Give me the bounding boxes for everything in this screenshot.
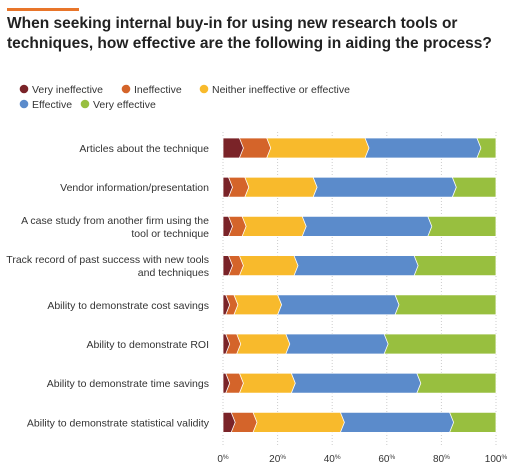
category-label-1: Vendor information/presentation bbox=[60, 182, 209, 194]
x-tick-unit: % bbox=[389, 454, 395, 461]
legend-swatch-2 bbox=[199, 84, 209, 94]
bar-segment-row6-series3 bbox=[290, 372, 422, 394]
category-label-2: A case study from another firm using the… bbox=[21, 215, 209, 240]
category-label-line: and techniques bbox=[138, 267, 209, 279]
category-label-line: Ability to demonstrate ROI bbox=[86, 339, 209, 351]
legend: Very ineffective Ineffective Neither ineff… bbox=[19, 84, 350, 111]
bar-segment-row2-series4 bbox=[427, 215, 497, 237]
category-label-line: Ability to demonstrate statistical valid… bbox=[27, 417, 210, 429]
legend-label-2: Neither ineffective or effective bbox=[212, 84, 350, 96]
bar-segment-row3-series4 bbox=[413, 255, 497, 277]
bar-segment-row7-series3 bbox=[339, 411, 455, 433]
bar-segment-row0-series3 bbox=[364, 137, 482, 159]
category-label-line: Track record of past success with new to… bbox=[6, 254, 209, 266]
x-tick-number: 100 bbox=[485, 454, 502, 465]
category-labels: Articles about the technique Vendor infor… bbox=[6, 143, 209, 429]
legend-swatch-3 bbox=[19, 99, 29, 109]
bar-segment-row1-series4 bbox=[451, 176, 497, 198]
gridlines bbox=[222, 132, 497, 446]
x-tick-unit: % bbox=[280, 454, 286, 461]
category-label-6: Ability to demonstrate time savings bbox=[47, 378, 209, 390]
bar-segment-row1-series0 bbox=[222, 176, 233, 198]
bar-segment-row6-series0 bbox=[222, 372, 231, 394]
x-tick-number: 0 bbox=[217, 454, 223, 465]
legend-label-3: Effective bbox=[32, 99, 72, 111]
bar-segment-row5-series0 bbox=[222, 333, 231, 355]
category-label-5: Ability to demonstrate ROI bbox=[86, 339, 209, 351]
legend-label-1: Ineffective bbox=[134, 84, 182, 96]
bar-segment-row0-series2 bbox=[266, 137, 370, 159]
x-axis-ticks: 0% 20% 40% 60% 80% 100% bbox=[217, 454, 507, 465]
bar-segment-row1-series2 bbox=[244, 176, 318, 198]
legend-label-0: Very ineffective bbox=[32, 84, 103, 96]
bar-segment-row3-series0 bbox=[222, 255, 233, 277]
category-label-line: Ability to demonstrate time savings bbox=[47, 378, 209, 390]
bar-segment-row4-series2 bbox=[233, 294, 283, 316]
bars bbox=[222, 137, 497, 433]
title-accent-line bbox=[7, 8, 79, 11]
x-tick-number: 40 bbox=[324, 454, 336, 465]
x-tick-number: 60 bbox=[378, 454, 390, 465]
x-tick-number: 20 bbox=[269, 454, 281, 465]
bar-segment-row7-series0 bbox=[222, 411, 236, 433]
bar-segment-row2-series0 bbox=[222, 215, 233, 237]
x-tick-label-60: 60% bbox=[378, 454, 395, 465]
x-tick-number: 80 bbox=[433, 454, 445, 465]
bar-segment-row4-series3 bbox=[277, 294, 400, 316]
x-tick-label-80: 80% bbox=[433, 454, 450, 465]
bar-segment-row5-series3 bbox=[285, 333, 389, 355]
x-tick-unit: % bbox=[335, 454, 341, 461]
x-tick-unit: % bbox=[223, 454, 229, 461]
bar-segment-row2-series2 bbox=[241, 215, 307, 237]
bar-segment-row7-series2 bbox=[252, 411, 345, 433]
bar-segment-row6-series4 bbox=[416, 372, 497, 394]
x-tick-label-40: 40% bbox=[324, 454, 341, 465]
x-tick-label-100: 100% bbox=[485, 454, 508, 465]
bar-segment-row5-series4 bbox=[383, 333, 497, 355]
category-label-line: A case study from another firm using the bbox=[21, 215, 209, 227]
x-tick-label-0: 0% bbox=[217, 454, 229, 465]
category-label-line: tool or technique bbox=[131, 228, 209, 240]
bar-segment-row3-series3 bbox=[293, 255, 419, 277]
chart-title: When seeking internal buy-in for using n… bbox=[7, 15, 492, 52]
category-label-4: Ability to demonstrate cost savings bbox=[47, 300, 209, 312]
category-label-0: Articles about the technique bbox=[79, 143, 209, 155]
bar-segment-row3-series2 bbox=[238, 255, 299, 277]
bar-segment-row1-series3 bbox=[312, 176, 457, 198]
bar-segment-row6-series2 bbox=[238, 372, 296, 394]
legend-swatch-0 bbox=[19, 84, 29, 94]
bar-segment-row0-series0 bbox=[222, 137, 244, 159]
legend-swatch-1 bbox=[121, 84, 131, 94]
x-tick-unit: % bbox=[501, 454, 507, 461]
bar-segment-row4-series4 bbox=[394, 294, 497, 316]
category-label-3: Track record of past success with new to… bbox=[6, 254, 209, 279]
bar-segment-row7-series4 bbox=[449, 411, 497, 433]
bar-segment-row0-series1 bbox=[238, 137, 272, 159]
bar-segment-row4-series0 bbox=[222, 294, 231, 316]
category-label-line: Articles about the technique bbox=[79, 143, 209, 155]
category-label-line: Ability to demonstrate cost savings bbox=[47, 300, 209, 312]
legend-label-4: Very effective bbox=[93, 99, 156, 111]
x-tick-label-20: 20% bbox=[269, 454, 286, 465]
bar-segment-row2-series3 bbox=[301, 215, 433, 237]
category-label-line: Vendor information/presentation bbox=[60, 182, 209, 194]
x-tick-unit: % bbox=[444, 454, 450, 461]
legend-swatch-4 bbox=[80, 99, 90, 109]
bar-segment-row5-series2 bbox=[236, 333, 291, 355]
category-label-7: Ability to demonstrate statistical valid… bbox=[27, 417, 210, 429]
